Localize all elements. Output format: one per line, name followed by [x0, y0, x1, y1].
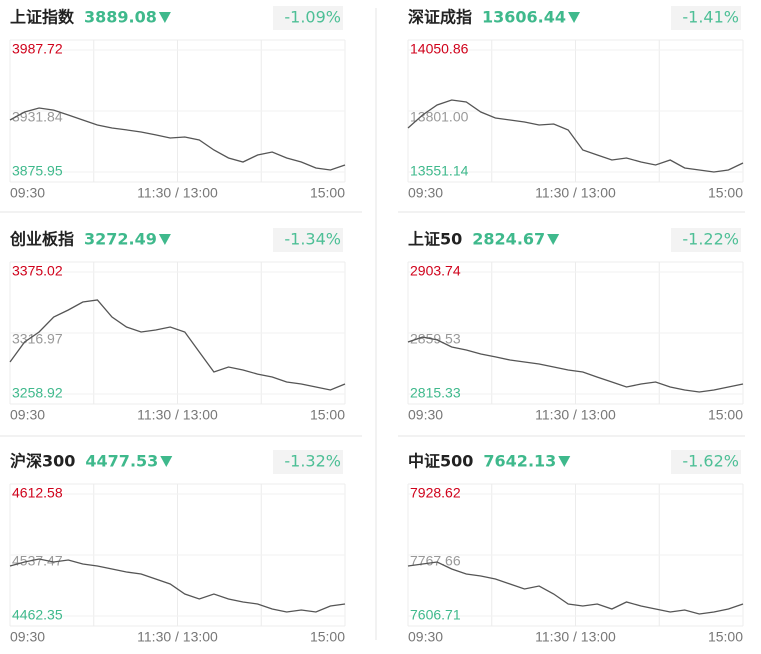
change-percent: -1.62%: [682, 452, 739, 471]
y-tick-label: 7767.66: [410, 553, 461, 569]
x-tick-label: 11:30 / 13:00: [137, 629, 218, 645]
index-price: 13606.44: [482, 8, 566, 27]
change-percent: -1.22%: [682, 230, 739, 249]
index-name: 深证成指: [408, 8, 472, 27]
y-tick-label: 3375.02: [12, 263, 63, 279]
down-arrow: [158, 234, 171, 245]
price-line: [9, 299, 346, 391]
price-line: [407, 561, 744, 615]
x-tick-label: 09:30: [10, 407, 45, 423]
change-percent: -1.09%: [284, 8, 341, 27]
y-tick-label: 13551.14: [410, 163, 469, 179]
x-tick-label: 15:00: [708, 629, 743, 645]
x-tick-label: 11:30 / 13:00: [535, 407, 616, 423]
x-tick-label: 15:00: [708, 185, 743, 201]
change-percent: -1.34%: [284, 230, 341, 249]
x-tick-label: 15:00: [310, 185, 345, 201]
index-price: 3889.08: [84, 8, 157, 27]
y-tick-label: 7928.62: [410, 485, 461, 501]
down-arrow: [547, 234, 560, 245]
x-tick-label: 11:30 / 13:00: [535, 185, 616, 201]
x-tick-label: 11:30 / 13:00: [137, 185, 218, 201]
x-tick-label: 09:30: [408, 407, 443, 423]
down-arrow: [558, 456, 571, 467]
down-arrow: [160, 456, 173, 467]
x-tick-label: 15:00: [708, 407, 743, 423]
y-tick-label: 4462.35: [12, 607, 63, 623]
x-tick-label: 09:30: [10, 185, 45, 201]
y-tick-label: 3875.95: [12, 163, 63, 179]
index-price: 2824.67: [472, 230, 545, 249]
index-price: 3272.49: [84, 230, 157, 249]
down-arrow: [568, 12, 581, 23]
price-line: [9, 107, 346, 171]
y-tick-label: 14050.86: [410, 41, 469, 57]
y-tick-label: 3258.92: [12, 385, 63, 401]
x-tick-label: 11:30 / 13:00: [535, 629, 616, 645]
y-tick-label: 4612.58: [12, 485, 63, 501]
change-badge: [273, 450, 343, 474]
change-badge: [273, 6, 343, 30]
y-tick-label: 3931.84: [12, 109, 63, 125]
x-tick-label: 09:30: [408, 629, 443, 645]
change-percent: -1.32%: [284, 452, 341, 471]
y-tick-label: 13801.00: [410, 109, 469, 125]
index-name: 上证指数: [10, 8, 75, 27]
x-tick-label: 11:30 / 13:00: [137, 407, 218, 423]
index-name: 沪深300: [10, 452, 75, 471]
index-price: 7642.13: [483, 452, 556, 471]
y-tick-label: 3987.72: [12, 41, 63, 57]
index-price: 4477.53: [85, 452, 158, 471]
price-line: [407, 99, 744, 173]
index-name: 中证500: [408, 452, 473, 471]
price-line: [9, 558, 346, 613]
down-arrow: [158, 12, 171, 23]
y-tick-label: 2859.53: [410, 331, 461, 347]
change-percent: -1.41%: [682, 8, 739, 27]
y-tick-label: 7606.71: [410, 607, 461, 623]
price-line: [407, 336, 744, 393]
x-tick-label: 15:00: [310, 629, 345, 645]
x-tick-label: 09:30: [408, 185, 443, 201]
index-name: 创业板指: [9, 230, 74, 249]
change-badge: [671, 450, 741, 474]
change-badge: [273, 228, 343, 252]
x-tick-label: 09:30: [10, 629, 45, 645]
change-badge: [671, 6, 741, 30]
x-tick-label: 15:00: [310, 407, 345, 423]
y-tick-label: 2903.74: [410, 263, 461, 279]
change-badge: [671, 228, 741, 252]
y-tick-label: 2815.33: [410, 385, 461, 401]
index-name: 上证50: [408, 230, 462, 249]
y-tick-label: 4537.47: [12, 553, 63, 569]
